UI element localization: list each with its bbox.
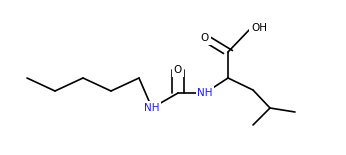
Text: O: O: [201, 33, 209, 43]
Text: OH: OH: [251, 23, 267, 33]
Text: NH: NH: [144, 103, 160, 113]
Text: O: O: [174, 65, 182, 75]
Text: NH: NH: [197, 88, 213, 98]
